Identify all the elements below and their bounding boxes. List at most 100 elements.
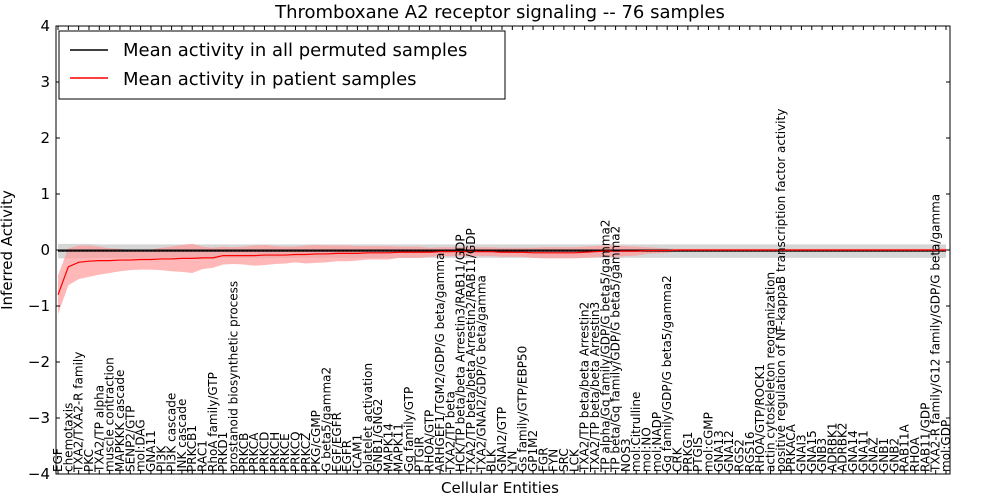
x-tick-label: BLK: [485, 448, 499, 472]
x-tick-label: TXA2/TP beta/beta Arrestin3: [588, 302, 602, 473]
x-tick-label: PI3K cascade: [165, 393, 179, 472]
x-tick-label: mol:Citrulline: [629, 392, 643, 472]
x-tick-label: RGS16: [743, 431, 757, 472]
x-tick-label: GNB1/GNG2: [371, 399, 385, 472]
x-tick-label: PRKCD: [258, 432, 272, 472]
chart-title: Thromboxane A2 receptor signaling -- 76 …: [274, 2, 725, 23]
y-tick-label: 4: [40, 17, 50, 35]
plot-area: [56, 243, 950, 315]
plot-frame: [55, 25, 951, 475]
x-tick-label: RHOA: [908, 436, 922, 472]
x-tick-label: chemotaxis: [61, 403, 75, 472]
x-tick-label: GNB1: [877, 438, 891, 472]
patient-mean-line: [57, 249, 946, 296]
x-tick-label: EGF: [51, 448, 65, 472]
y-tick-label: −4: [28, 465, 50, 483]
x-tick-label: PRKD1: [216, 432, 230, 472]
x-tick-label: HCK/TP beta/beta Arrestin3/RAB11/GDP: [454, 234, 468, 472]
x-axis-label: Cellular Entities: [441, 479, 559, 497]
x-tick-label: GNA15: [805, 430, 819, 472]
x-tick-label: JNK cascade: [175, 399, 189, 473]
x-tick-label: GNA13: [712, 430, 726, 472]
x-tick-label: GP1M2: [526, 430, 540, 472]
x-tick-label: MAPK14: [381, 423, 395, 472]
x-tick-label: prostanoid biosynthetic process: [227, 281, 241, 472]
x-tick-label: ICAM1: [350, 434, 364, 472]
x-tick-label: RhoA family/GTP: [206, 372, 220, 472]
x-tick-label: PTGIR: [412, 436, 426, 472]
y-tick-label: 1: [40, 185, 50, 203]
x-tick-label: GNA14: [846, 430, 860, 472]
x-tick-label: SENP2/GTP: [123, 405, 137, 472]
x-tick-label: LYN: [505, 451, 519, 472]
x-tick-label: RHOA/GTP: [423, 410, 437, 472]
x-tick-label: positive regulation of NF-kappaB transcr…: [774, 109, 788, 472]
y-tick-labels: 4 3 2 1 0 −1 −2 −3 −4: [28, 17, 950, 483]
x-tick-label: SRC: [557, 448, 571, 472]
x-tick-label: TXA2/TP beta/beta Arrestin2: [578, 302, 592, 473]
x-tick-label: GNA11: [856, 430, 870, 472]
x-tick-label: GNA12: [722, 430, 736, 472]
x-tick-label: MAPK11: [392, 423, 406, 472]
legend-box: [58, 30, 506, 100]
y-tick-label: −3: [28, 409, 50, 427]
x-tick-label: TP beta/Gq family/GDP/G beta5/gamma2: [609, 226, 623, 473]
x-tick-label: NOS3: [619, 438, 633, 472]
x-tick-label: PRKG1: [681, 432, 695, 472]
x-tick-label: GNA11: [144, 430, 158, 472]
x-tick-label: GNAZ: [867, 437, 881, 472]
x-tick-label: PKC: [82, 449, 96, 472]
x-tick-label: TXA2/TXA2-R family: [72, 352, 86, 473]
x-tick-label: TP alpha/Gq family/GDP/G beta5/gamma2: [598, 219, 612, 473]
y-tick-label: 0: [40, 241, 50, 259]
x-tick-label: GNB3: [815, 438, 829, 472]
x-tick-label: PRKCB: [237, 433, 251, 472]
x-tick-label: PRKCH: [268, 432, 282, 472]
x-tick-label: RAC1: [196, 440, 210, 472]
x-tick-label: TXA2/GNAI2/GDP/G beta/gamma: [474, 275, 488, 473]
x-tick-label: EGF/EGFR: [330, 412, 344, 472]
x-tick-label: CRK: [671, 446, 685, 472]
x-tick-label: PRKCQ: [288, 431, 302, 472]
x-tick-label: GNAI2/GTP: [495, 407, 509, 472]
y-tick-label: −1: [28, 297, 50, 315]
x-tick-label: LCK: [567, 448, 581, 472]
x-tick-label: RAB11A: [898, 423, 912, 472]
x-tick-label: mol:cGMP: [702, 412, 716, 472]
x-tick-label: Gs family/GTP/EBP50: [516, 346, 530, 472]
x-tick-label: mol:NADP: [650, 412, 664, 472]
x-tick-label: ARHGEF1/TGM2/GDP/G beta/gamma: [433, 253, 447, 472]
x-tick-label: PTGIS: [691, 437, 705, 472]
x-tick-label: FYN: [547, 449, 561, 472]
x-tick-label: TXA2/TP beta/beta Arrestin2/RAB11/GDP: [464, 228, 478, 473]
x-tick-label: muscle contraction: [103, 357, 117, 472]
x-tick-label: TXA2-R family/G12 family/GDP/G beta/gamm…: [929, 194, 943, 473]
y-tick-label: 2: [40, 129, 50, 147]
x-tick-label: RHOA/GTP/ROCK1: [753, 364, 767, 472]
x-tick-label: GNAI3: [794, 434, 808, 472]
x-tick-label: mol:GDP: [939, 420, 953, 472]
x-tick-label: MAPKKK cascade: [113, 370, 127, 472]
x-tick-label: RGS2: [732, 439, 746, 472]
x-tick-label: ADRBK1: [825, 422, 839, 472]
x-tick-label: PRKCZ: [299, 433, 313, 472]
x-tick-label: mol:NO: [640, 427, 654, 472]
x-tick-label: FGR: [536, 447, 550, 472]
x-tick-label: PRKCB1: [185, 425, 199, 472]
x-tick-label: PRKCA: [247, 432, 261, 472]
x-tick-label: platelet activation: [361, 363, 375, 472]
y-tick-label: −2: [28, 353, 50, 371]
x-tick-label: PI3K: [154, 445, 168, 472]
x-tick-label: TXA2/TP alpha: [92, 385, 106, 473]
x-tick-label: Gq family/GDP/G beta5/gamma2: [660, 275, 674, 472]
x-tick-label: PKG/cGMP: [309, 410, 323, 472]
x-tick-label: GNB2: [887, 438, 901, 472]
patient-band: [58, 243, 946, 315]
x-tick-label: PRKACA: [784, 423, 798, 472]
x-tick-label: mol:DAG: [134, 419, 148, 472]
x-tick-label: G beta5/gamma2: [319, 367, 333, 472]
x-tick-label: TXA2/TP beta: [443, 391, 457, 473]
x-tick-label: RAB11/GDP: [918, 403, 932, 472]
